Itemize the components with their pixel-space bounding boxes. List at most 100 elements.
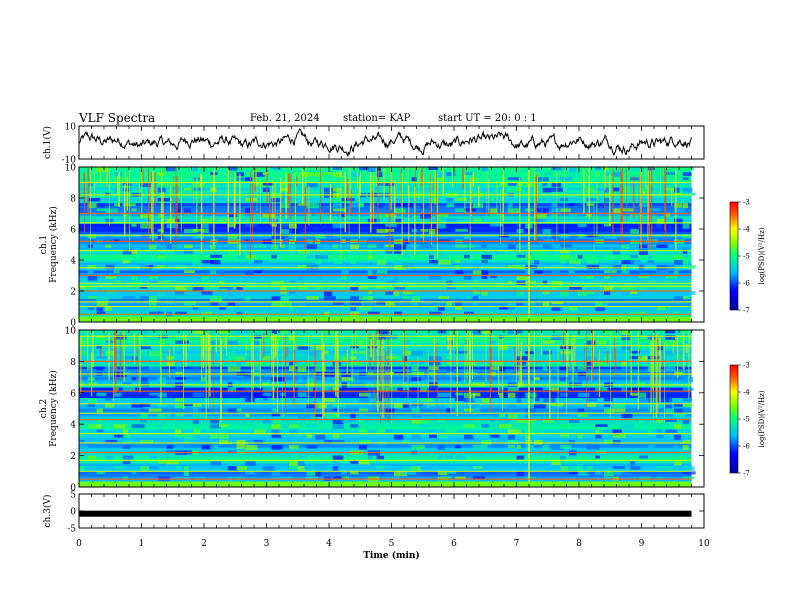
ch2-spectrogram-speckle bbox=[569, 466, 581, 470]
ch2-spectrogram-speckle bbox=[516, 330, 523, 334]
ch2-spectrogram-speckle bbox=[455, 392, 464, 396]
ch1-spectrogram-speckle bbox=[157, 265, 165, 269]
ch1-spectrogram-speckle bbox=[105, 285, 112, 291]
ch1-spectrogram-speckle bbox=[367, 275, 377, 280]
ch2-spectrogram-speckle bbox=[516, 418, 529, 423]
ch2-spectrogram-speckle bbox=[262, 356, 270, 361]
ch1-spectrogram-speckle bbox=[210, 270, 217, 275]
ch1-spectrogram-speckle bbox=[140, 182, 151, 188]
ch1-spectrogram-speckle bbox=[612, 260, 619, 265]
ch1-spectrogram-speckle bbox=[367, 311, 381, 315]
ch1-spectrogram-speckle bbox=[612, 208, 622, 213]
ch1-spectrogram-speckle bbox=[271, 223, 278, 227]
ch1-spectrogram-speckle bbox=[481, 208, 488, 213]
ch1-spectrogram-speckle bbox=[201, 218, 214, 224]
ch2-spectrogram-speckle bbox=[472, 345, 479, 350]
ch2-spectrogram-speckle bbox=[481, 439, 492, 445]
ch2-spectrogram-speckle bbox=[236, 330, 249, 334]
ch2-spectrogram-speckle bbox=[227, 387, 237, 393]
ch1-spectrogram-speckle bbox=[175, 167, 181, 172]
ch1-spectrogram-speckle bbox=[411, 177, 417, 182]
ch2-spectrogram-speckle bbox=[604, 429, 617, 435]
ch2-spectrogram-speckle bbox=[87, 424, 98, 429]
ch2-spectrogram-speckle bbox=[665, 335, 676, 340]
ch2-spectrogram-speckle bbox=[490, 424, 502, 428]
ch2-spectrogram-speckle bbox=[665, 387, 671, 391]
ch1-spectrogram-speckle bbox=[656, 244, 668, 248]
ch1-spectrogram-speckle bbox=[350, 306, 356, 311]
ch1-spectrogram-speckle bbox=[621, 270, 630, 274]
ch2-spectrogram-speckle bbox=[551, 335, 564, 340]
ch1-spectrogram-speckle bbox=[324, 208, 335, 213]
ch1-spectrogram-texture-row bbox=[79, 252, 692, 256]
ch2-spectrogram-speckle bbox=[499, 366, 506, 372]
ch2-spectrogram-speckle bbox=[210, 445, 219, 450]
ch2-spectrogram-speckle bbox=[280, 398, 286, 403]
ch1-spectrogram-speckle bbox=[420, 244, 433, 249]
ch2-spectrogram-speckle bbox=[227, 356, 240, 362]
ch2-spectrogram-speckle bbox=[560, 434, 569, 438]
ch2-spectrogram-speckle bbox=[175, 366, 182, 371]
ch1-spectrogram-speckle bbox=[175, 265, 187, 270]
ch2-spectrogram-speckle bbox=[201, 356, 207, 361]
ch2-spectrogram-texture-row bbox=[79, 424, 692, 428]
ch2-spectrogram-speckle bbox=[560, 445, 572, 449]
ch2-spectrogram-speckle bbox=[542, 387, 554, 391]
ch2-spectrogram-speckle bbox=[630, 387, 642, 391]
ch1-spectrogram-speckle bbox=[437, 172, 447, 178]
ch1-spectrogram-speckle bbox=[569, 311, 581, 316]
ch2-spectrogram-texture-row bbox=[79, 395, 692, 399]
ch1-spectrogram-speckle bbox=[604, 172, 611, 177]
ch1-spectrogram-speckle bbox=[289, 280, 297, 284]
ch2-spectrogram-speckle bbox=[411, 361, 424, 365]
ch1-spectrogram-speckle bbox=[674, 192, 684, 196]
ch2-spectrogram-speckle bbox=[525, 418, 537, 423]
ch1-spectrogram-speckle bbox=[201, 223, 209, 229]
ch1-spectrogram-speckle bbox=[219, 249, 224, 254]
ch1-spectrogram-speckle bbox=[149, 311, 161, 315]
ch1-spectrogram-speckle bbox=[96, 296, 109, 302]
ch1-spectrogram-speckle bbox=[464, 172, 475, 175]
ch2-spectrogram-speckle bbox=[140, 408, 148, 412]
ch2-spectrogram-speckle bbox=[665, 466, 673, 472]
ch2-spectrogram-speckle bbox=[656, 418, 664, 423]
ch2-spectrogram-speckle bbox=[437, 455, 444, 461]
ch1-spectrogram-speckle bbox=[280, 291, 287, 295]
ch1-spectrogram-speckle bbox=[516, 306, 529, 311]
ch2-spectrogram-texture-row bbox=[79, 460, 692, 464]
ch1-spectrogram-speckle bbox=[201, 260, 214, 264]
ch2-spectrogram-speckle bbox=[630, 466, 641, 470]
ch2-spectrogram-speckle bbox=[499, 387, 504, 391]
ch2-spectrogram-speckle bbox=[254, 439, 266, 445]
ch2-spectrogram-speckle bbox=[227, 350, 237, 355]
ch2-spectrogram-speckle bbox=[411, 445, 421, 451]
ch1-spectrogram-speckle bbox=[542, 280, 548, 285]
ch2-spectrogram-speckle bbox=[271, 335, 283, 340]
ch1-spectrogram-speckle bbox=[569, 167, 577, 172]
ch2-spectrogram-speckle bbox=[254, 392, 266, 399]
ch2-spectrogram-speckle bbox=[674, 424, 682, 429]
ch1-spectrogram-speckle bbox=[175, 244, 184, 249]
ch1-spectrogram-speckle bbox=[612, 223, 624, 228]
ch1-spectrogram-speckle bbox=[630, 213, 643, 218]
ch2-spectrogram-speckle bbox=[324, 439, 333, 444]
ch1-spectrogram-speckle bbox=[630, 270, 640, 275]
ch2-spectrogram-speckle bbox=[569, 471, 580, 475]
ch2-spectrogram-speckle bbox=[350, 361, 363, 365]
ch2-spectrogram-speckle bbox=[175, 413, 185, 417]
ch1-spectrogram-speckle bbox=[297, 249, 310, 254]
ch2-spectrogram-speckle bbox=[604, 330, 614, 335]
ch1-spectrogram-speckle bbox=[630, 177, 640, 181]
ch1-spectrogram-speckle bbox=[490, 177, 498, 183]
ch2-spectrogram-speckle bbox=[175, 371, 183, 375]
ch1-spectrogram-speckle bbox=[359, 203, 365, 207]
ch1-spectrogram-texture-row bbox=[79, 298, 692, 302]
ch1-spectrogram-speckle bbox=[306, 203, 320, 209]
ch1-spectrogram-speckle bbox=[385, 301, 396, 306]
ch2-spectrogram-speckle bbox=[630, 335, 635, 340]
ch1-spectrogram-speckle bbox=[569, 213, 578, 218]
ch1-spectrogram-speckle bbox=[394, 311, 403, 316]
ch2-spectrogram-texture-row bbox=[79, 343, 692, 347]
ch1-spectrogram-speckle bbox=[402, 296, 410, 300]
ch1-spectrogram-speckle bbox=[131, 208, 137, 212]
